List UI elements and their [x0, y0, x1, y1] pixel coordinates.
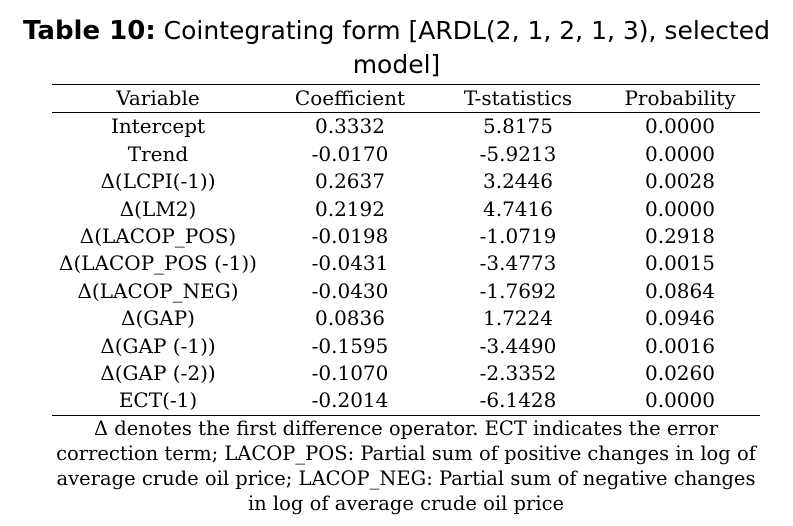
cell-t-statistic: 4.7416	[483, 196, 553, 221]
table-row: Δ(GAP) 0.0836 1.7224 0.0946	[52, 305, 760, 332]
cell-coefficient: 0.3332	[315, 114, 385, 139]
cell-t-statistic: -3.4773	[479, 251, 557, 276]
table-caption: Cointegrating form [ARDL(2, 1, 2, 1, 3),…	[155, 16, 770, 79]
cell-probability: 0.0260	[645, 361, 715, 386]
cell-coefficient: -0.2014	[264, 387, 436, 416]
cell-probability: 0.0028	[645, 169, 715, 194]
cell-t-statistic: -1.0719	[479, 224, 557, 249]
cell-variable: Δ(LACOP_NEG)	[77, 278, 239, 303]
table-row: Δ(LACOP_POS (-1)) -0.0431 -3.4773 0.0015	[52, 250, 760, 277]
cell-variable: Δ(LACOP_POS (-1))	[59, 251, 257, 276]
cell-t-statistic: -5.9213	[479, 141, 557, 166]
table-row: Trend -0.0170 -5.9213 0.0000	[52, 141, 760, 168]
cell-probability: 0.0000	[645, 114, 715, 139]
cell-probability: 0.0864	[645, 278, 715, 303]
cell-probability: 0.0000	[645, 141, 715, 166]
table-row: Δ(LM2) 0.2192 4.7416 0.0000	[52, 196, 760, 223]
cell-t-statistic: -1.7692	[479, 278, 557, 303]
table-row: Δ(GAP (-2)) -0.1070 -2.3352 0.0260	[52, 360, 760, 387]
table-number: Table 10:	[23, 16, 156, 46]
cell-coefficient: -0.1070	[311, 361, 389, 386]
table-row: Δ(GAP (-1)) -0.1595 -3.4490 0.0016	[52, 333, 760, 360]
cell-variable: Δ(LM2)	[119, 196, 197, 221]
table-row: Intercept 0.3332 5.8175 0.0000	[52, 113, 760, 141]
cell-probability: 0.0015	[645, 251, 715, 276]
cell-probability: 0.2918	[645, 224, 715, 249]
table-row: ECT(-1) -0.2014 -6.1428 0.0000	[52, 387, 760, 416]
cell-variable: ECT(-1)	[52, 387, 264, 416]
cell-coefficient: 0.2637	[315, 169, 385, 194]
cell-variable: Δ(LCPI(-1))	[100, 169, 216, 194]
cell-coefficient: 0.2192	[315, 196, 385, 221]
cell-probability: 0.0946	[645, 306, 715, 331]
cell-probability: 0.0000	[600, 387, 760, 416]
cell-t-statistic: 3.2446	[483, 169, 553, 194]
cell-probability: 0.0000	[645, 196, 715, 221]
header-t-statistics: T-statistics	[436, 83, 600, 114]
cell-variable: Intercept	[110, 114, 206, 139]
header-row: Variable Coefficient T-statistics Probab…	[52, 83, 760, 114]
cell-t-statistic: -2.3352	[479, 361, 557, 386]
table-title: Table 10: Cointegrating form [ARDL(2, 1,…	[0, 14, 793, 82]
table-footnote: Δ denotes the first difference operator.…	[56, 417, 756, 515]
cell-coefficient: -0.1595	[311, 333, 389, 358]
cell-coefficient: 0.0836	[315, 306, 385, 331]
cell-variable: Δ(GAP)	[121, 306, 195, 331]
cell-probability: 0.0016	[645, 333, 715, 358]
cell-variable: Δ(GAP (-1))	[100, 333, 216, 358]
results-table: Variable Coefficient T-statistics Probab…	[52, 83, 760, 416]
header-probability: Probability	[600, 83, 760, 114]
cell-t-statistic: -3.4490	[479, 333, 557, 358]
cell-variable: Δ(LACOP_POS)	[79, 224, 237, 249]
cell-coefficient: -0.0430	[311, 278, 389, 303]
table-row: Δ(LACOP_POS) -0.0198 -1.0719 0.2918	[52, 223, 760, 250]
cell-coefficient: -0.0198	[311, 224, 389, 249]
cell-variable: Δ(GAP (-2))	[100, 361, 216, 386]
cell-t-statistic: 5.8175	[483, 114, 553, 139]
header-coefficient: Coefficient	[264, 83, 436, 114]
table-row: Δ(LCPI(-1)) 0.2637 3.2446 0.0028	[52, 168, 760, 195]
table-row: Δ(LACOP_NEG) -0.0430 -1.7692 0.0864	[52, 278, 760, 305]
cell-coefficient: -0.0431	[311, 251, 389, 276]
cell-variable: Trend	[127, 141, 189, 166]
cell-t-statistic: -6.1428	[436, 387, 600, 416]
cell-t-statistic: 1.7224	[483, 306, 553, 331]
cell-coefficient: -0.0170	[311, 141, 389, 166]
header-variable: Variable	[52, 83, 264, 114]
